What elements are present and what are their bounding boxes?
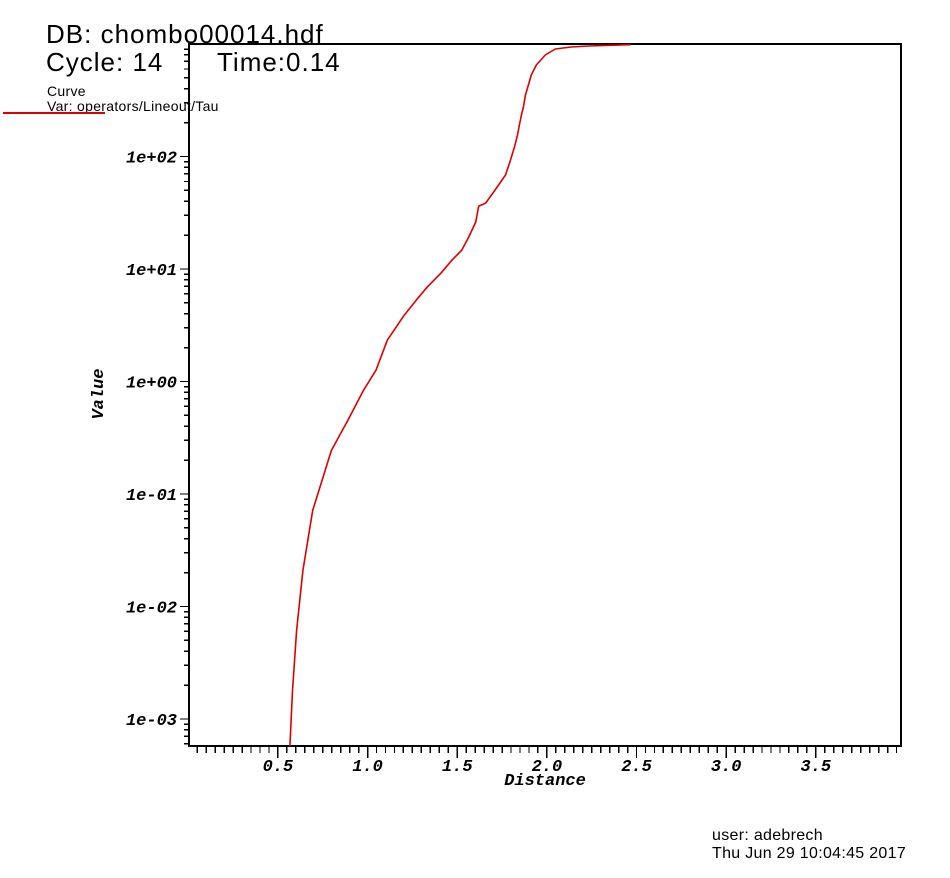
plot-box bbox=[188, 43, 902, 747]
footer-date: Thu Jun 29 10:04:45 2017 bbox=[712, 845, 907, 862]
x-tick-label: 1.5 bbox=[442, 758, 473, 777]
x-tick-label: 3.0 bbox=[711, 758, 742, 777]
x-tick-label: 1.0 bbox=[352, 758, 383, 777]
legend-var-label: Var: operators/Lineout/Tau bbox=[47, 98, 219, 114]
y-tick-label: 1e-01 bbox=[126, 487, 177, 506]
y-tick-label: 1e-03 bbox=[126, 712, 177, 731]
x-tick-label: 2.0 bbox=[532, 758, 563, 777]
x-tick-label: 3.5 bbox=[801, 758, 832, 777]
x-axis-title: Distance bbox=[504, 772, 586, 791]
y-tick-label: 1e-02 bbox=[126, 599, 177, 618]
y-tick-label: 1e+01 bbox=[126, 262, 177, 281]
y-axis-title: Value bbox=[90, 368, 109, 420]
legend-plot-type: Curve bbox=[47, 83, 86, 99]
cycle-label: Cycle: 14 bbox=[46, 47, 164, 77]
database-label: DB: chombo00014.hdf bbox=[46, 19, 324, 49]
y-tick-label: 1e+02 bbox=[126, 149, 177, 168]
x-tick-label: 0.5 bbox=[263, 758, 294, 777]
footer-user: user: adebrech bbox=[712, 827, 823, 844]
time-label: Time:0.14 bbox=[217, 47, 341, 77]
y-tick-label: 1e+00 bbox=[126, 374, 177, 393]
curve-line bbox=[289, 43, 631, 747]
x-tick-label: 2.5 bbox=[621, 758, 652, 777]
legend-line-sample bbox=[3, 112, 105, 114]
